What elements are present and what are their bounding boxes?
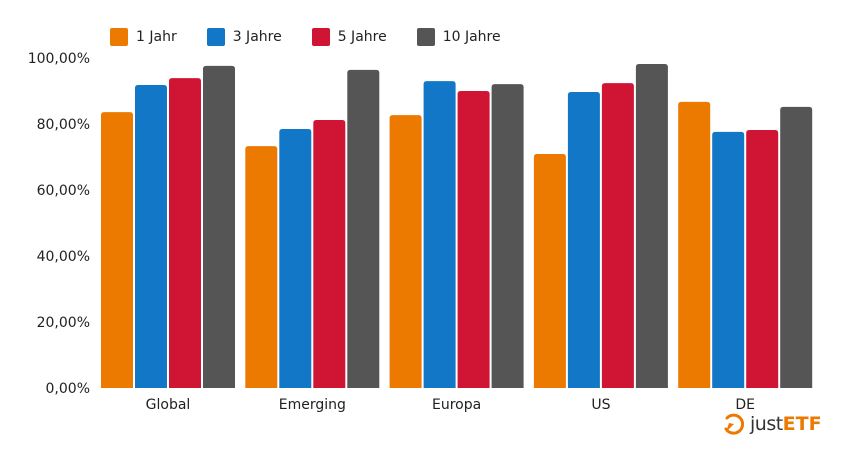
- legend-label: 5 Jahre: [337, 29, 387, 45]
- y-tick-label: 80,00%: [37, 117, 90, 133]
- legend-item[interactable]: 1 Jahr: [110, 28, 177, 46]
- justetf-logo: just ETF: [722, 412, 822, 436]
- legend-label: 1 Jahr: [136, 29, 177, 45]
- x-tick-label: US: [591, 397, 610, 413]
- bar-emerging-1[interactable]: [279, 128, 312, 388]
- bar-emerging-2[interactable]: [313, 120, 346, 388]
- legend-swatch: [311, 28, 330, 46]
- y-tick-label: 40,00%: [37, 249, 90, 265]
- bar-us-3[interactable]: [635, 63, 668, 388]
- y-tick-label: 100,00%: [28, 51, 90, 67]
- legend-label: 10 Jahre: [442, 29, 501, 45]
- bar-europa-3[interactable]: [491, 84, 524, 388]
- bar-europa-0[interactable]: [389, 115, 422, 388]
- y-tick-label: 60,00%: [37, 183, 90, 199]
- legend-label: 3 Jahre: [232, 29, 282, 45]
- legend-item[interactable]: 10 Jahre: [416, 28, 501, 46]
- bar-us-1[interactable]: [567, 91, 600, 389]
- bar-emerging-0[interactable]: [245, 146, 278, 388]
- legend: 1 Jahr 3 Jahre 5 Jahre 10 Jahre: [0, 28, 847, 46]
- legend-item[interactable]: 3 Jahre: [206, 28, 282, 46]
- logo-text-just: just: [750, 413, 783, 435]
- bar-us-2[interactable]: [601, 83, 634, 388]
- bar-europa-1[interactable]: [423, 81, 456, 388]
- bar-europa-2[interactable]: [457, 91, 490, 388]
- bar-de-0[interactable]: [678, 101, 711, 388]
- x-tick-label: DE: [735, 397, 755, 413]
- y-tick-label: 20,00%: [37, 315, 90, 331]
- bar-global-2[interactable]: [169, 78, 201, 388]
- x-tick-label: Europa: [432, 397, 481, 413]
- bar-global-3[interactable]: [203, 65, 235, 389]
- bar-de-2[interactable]: [746, 129, 779, 388]
- bar-emerging-3[interactable]: [347, 69, 380, 388]
- x-tick-label: Global: [146, 397, 191, 413]
- bar-global-1[interactable]: [135, 85, 167, 388]
- x-tick-label: Emerging: [279, 397, 346, 413]
- bar-global-0[interactable]: [101, 112, 133, 389]
- legend-item[interactable]: 5 Jahre: [311, 28, 387, 46]
- legend-swatch: [416, 28, 435, 46]
- bar-us-0[interactable]: [533, 154, 566, 388]
- legend-swatch: [206, 28, 225, 46]
- bar-de-1[interactable]: [712, 131, 745, 389]
- bar-de-3[interactable]: [780, 106, 813, 388]
- y-tick-label: 0,00%: [46, 381, 90, 397]
- logo-gauge-icon: [724, 413, 745, 435]
- legend-swatch: [110, 28, 128, 46]
- logo-text-etf: ETF: [782, 413, 822, 435]
